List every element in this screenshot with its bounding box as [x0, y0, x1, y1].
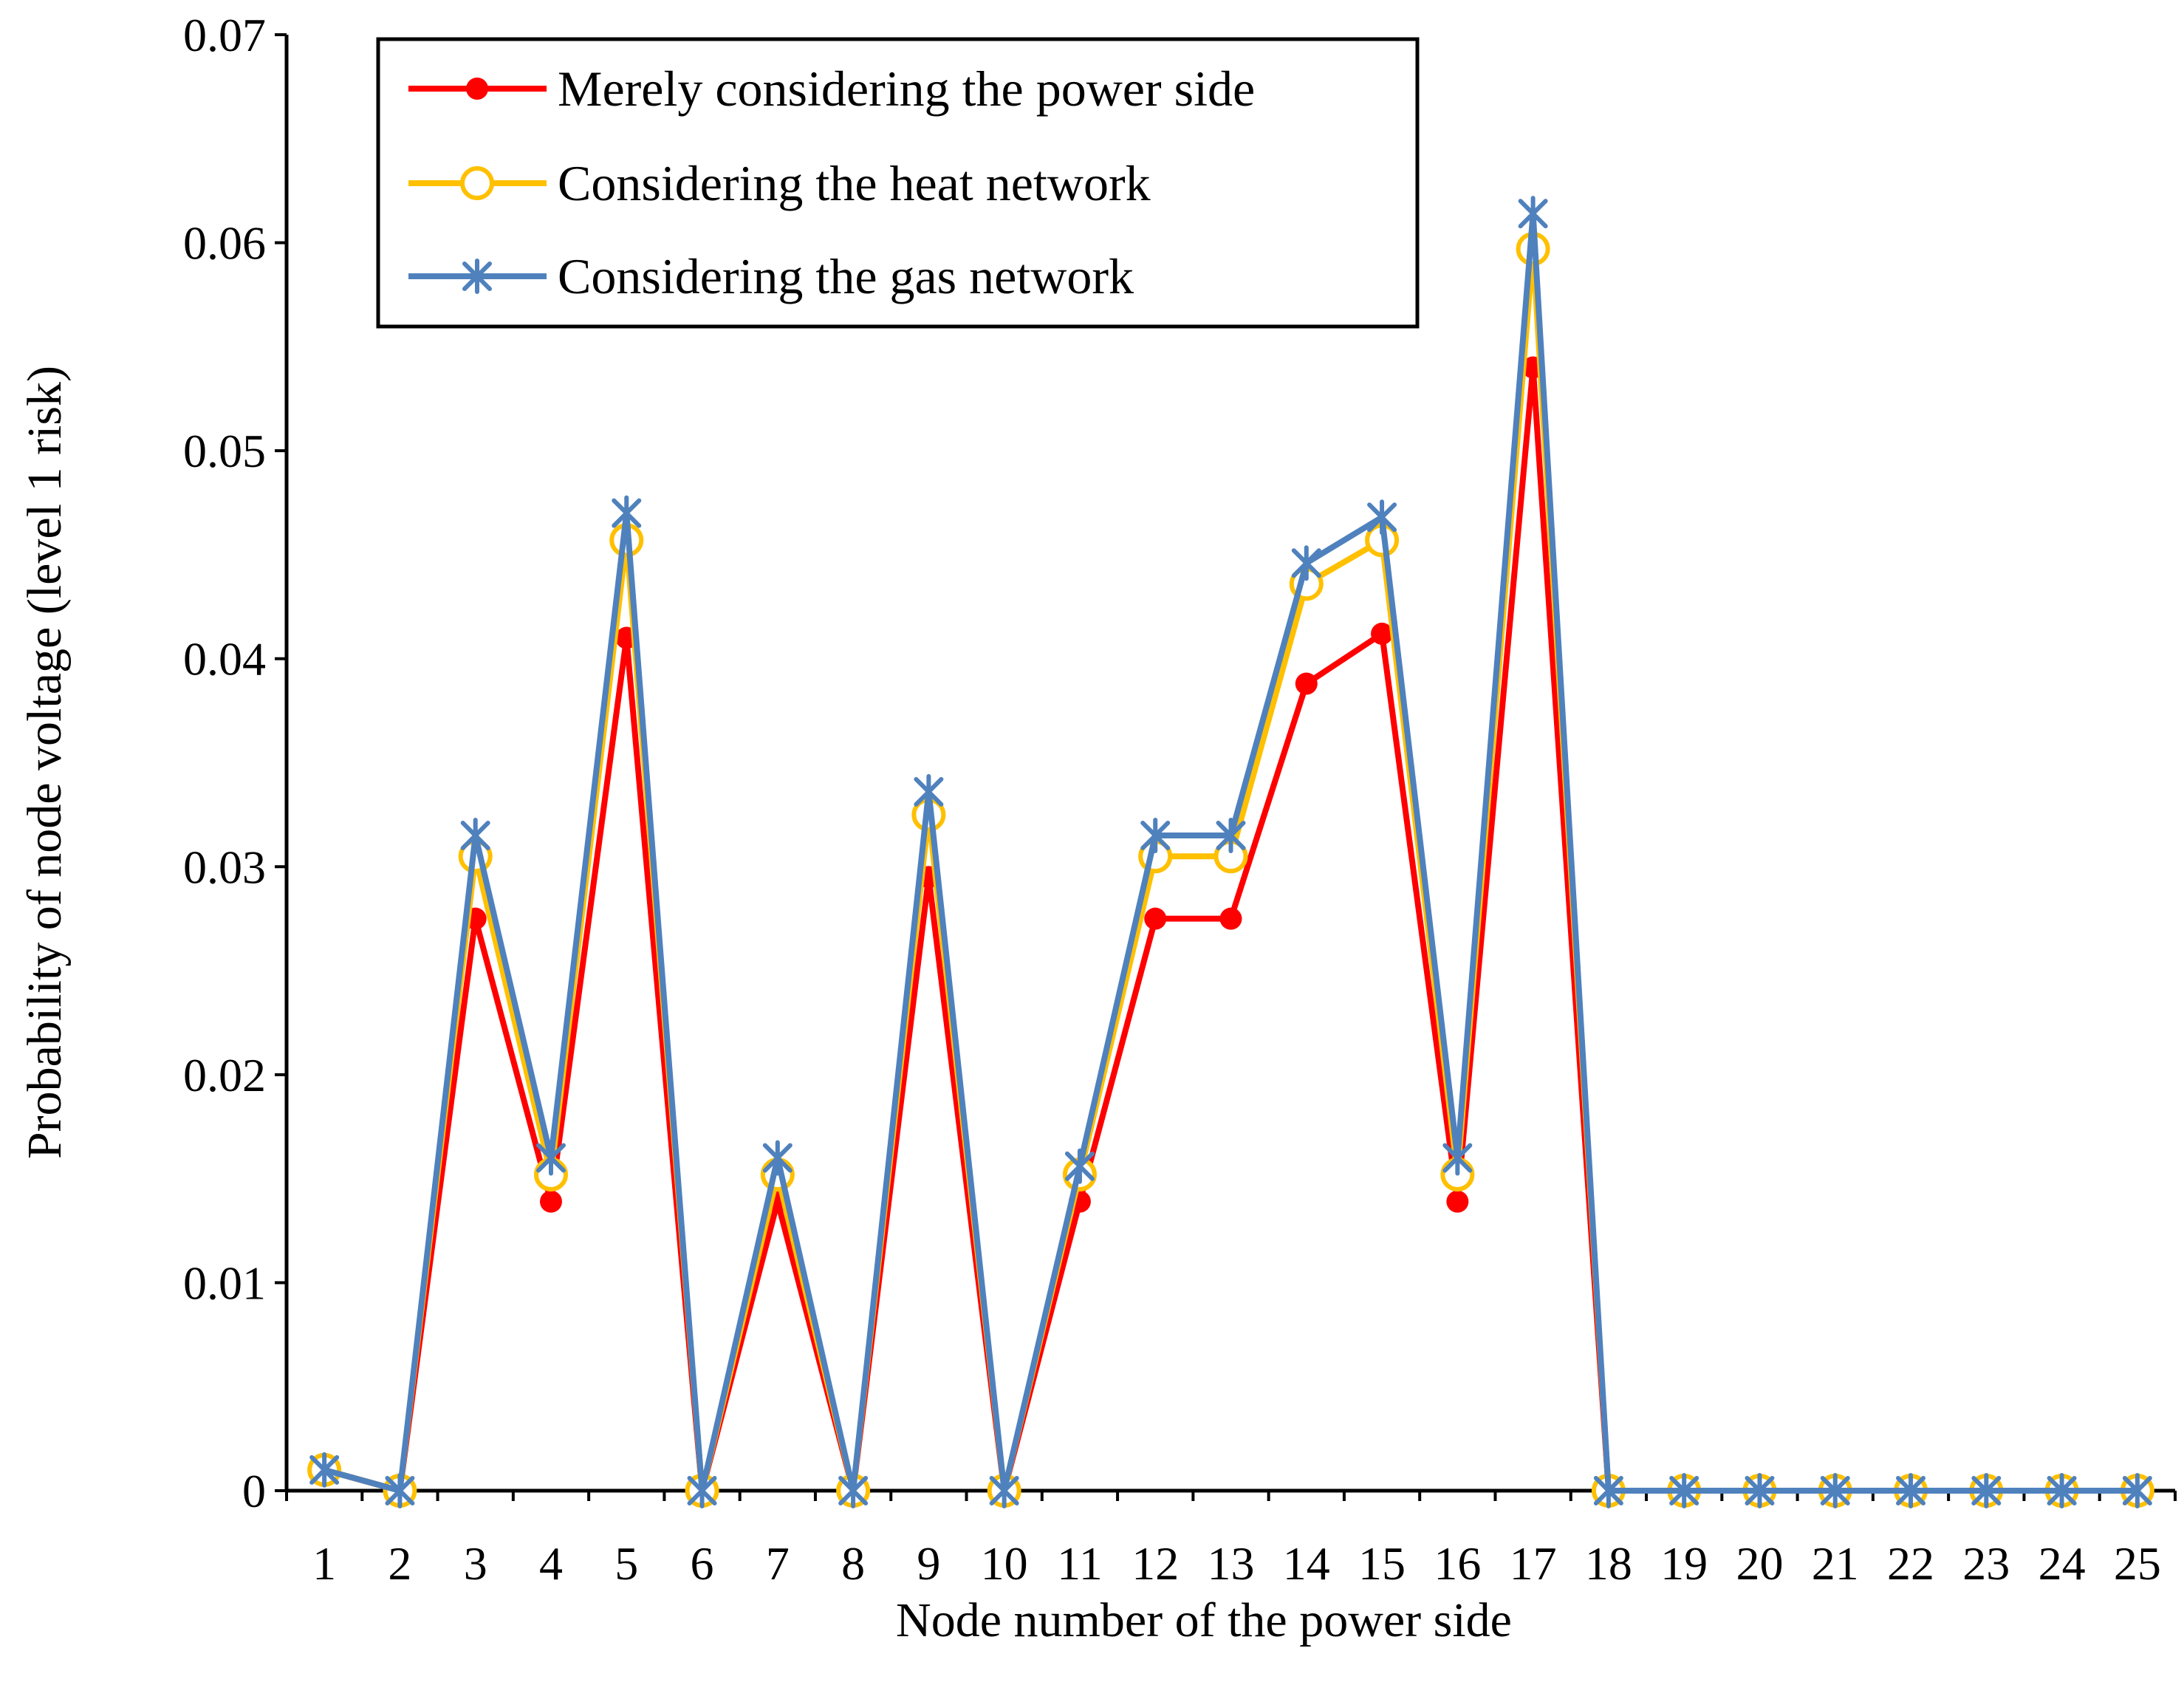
point-marker	[1291, 545, 1321, 581]
x-tick-label: 22	[1887, 1537, 1934, 1590]
y-tick-label: 0.03	[183, 841, 266, 893]
series-1	[313, 356, 2149, 1502]
x-tick-label: 25	[2114, 1537, 2161, 1590]
point-marker	[385, 1473, 415, 1508]
series-3	[309, 196, 2152, 1508]
legend-box	[376, 37, 1420, 329]
point-marker	[612, 495, 642, 531]
y-axis-title: Probability of node voltage (level 1 ris…	[18, 366, 72, 1159]
x-tick-label: 5	[615, 1537, 638, 1590]
point-marker	[1896, 1473, 1926, 1508]
point-marker	[460, 818, 490, 854]
point-marker	[1745, 1473, 1775, 1508]
y-tick-label: 0.01	[183, 1257, 266, 1309]
point-marker	[462, 259, 492, 294]
point-marker	[309, 1452, 340, 1488]
y-tick-label: 0.07	[183, 9, 266, 61]
legend: Merely considering the power side Conside…	[376, 37, 1420, 329]
x-tick-label: 2	[388, 1537, 411, 1590]
x-tick-label: 14	[1283, 1537, 1330, 1590]
point-marker	[1518, 196, 1548, 232]
legend-label: Considering the heat network	[558, 155, 1151, 211]
x-tick-label: 7	[766, 1537, 790, 1590]
point-marker	[2122, 1473, 2152, 1508]
point-marker	[1442, 1140, 1473, 1176]
point-marker	[762, 1140, 793, 1176]
plot-area	[307, 196, 2154, 1508]
y-tick-label: 0.04	[183, 633, 266, 686]
x-tick-label: 4	[539, 1537, 563, 1590]
point-marker	[1064, 1148, 1095, 1184]
point-marker	[539, 1190, 562, 1213]
x-tick-label: 24	[2038, 1537, 2086, 1590]
x-tick-label: 17	[1510, 1537, 1557, 1590]
point-marker	[460, 166, 494, 200]
x-tick-label: 3	[464, 1537, 487, 1590]
point-marker	[1295, 672, 1318, 695]
x-tick-label: 10	[981, 1537, 1028, 1590]
point-marker	[1669, 1473, 1699, 1508]
x-tick-label: 8	[841, 1537, 865, 1590]
x-tick-label: 21	[1812, 1537, 1859, 1590]
point-marker	[535, 1140, 566, 1176]
x-tick-label: 6	[691, 1537, 714, 1590]
x-tick-label: 12	[1132, 1537, 1179, 1590]
point-marker	[838, 1473, 869, 1508]
point-marker	[1593, 1473, 1623, 1508]
point-marker	[1446, 1190, 1469, 1213]
x-tick-label: 23	[1962, 1537, 2010, 1590]
point-marker	[466, 78, 488, 100]
x-tick-label: 20	[1736, 1537, 1783, 1590]
point-marker	[1971, 1473, 2002, 1508]
x-tick-label: 9	[917, 1537, 940, 1590]
point-marker	[1216, 818, 1246, 854]
point-marker	[1140, 818, 1171, 854]
point-marker	[989, 1473, 1019, 1508]
x-tick-label: 16	[1434, 1537, 1481, 1590]
legend-entry-2: Considering the heat network	[408, 155, 1151, 211]
legend-label: Considering the gas network	[558, 248, 1134, 304]
point-marker	[914, 773, 944, 810]
y-ticks: 0 0.01 0.02 0.03 0.04 0.05 0.06 0.07	[183, 9, 287, 1517]
point-marker	[687, 1473, 717, 1508]
x-tick-label: 18	[1585, 1537, 1632, 1590]
x-ticks: 1 2 3 4 5 6 7 8 9 10 11 12 13 14 15 16 17 18 19 20 21 22 23 24 2…	[285, 1491, 2177, 1590]
y-tick-label: 0	[242, 1465, 266, 1517]
y-tick-label: 0.05	[183, 425, 266, 477]
x-tick-label: 11	[1057, 1537, 1103, 1590]
x-tick-label: 13	[1208, 1537, 1255, 1590]
x-tick-label: 19	[1660, 1537, 1708, 1590]
point-marker	[1144, 907, 1167, 930]
x-tick-label: 15	[1358, 1537, 1406, 1590]
legend-entry-3: Considering the gas network	[408, 248, 1134, 304]
point-marker	[1367, 499, 1397, 536]
y-tick-label: 0.02	[183, 1049, 266, 1101]
point-marker	[1820, 1473, 1850, 1508]
legend-label: Merely considering the power side	[558, 61, 1255, 117]
x-tick-label: 1	[312, 1537, 336, 1590]
point-marker	[1219, 907, 1242, 930]
legend-entry-1: Merely considering the power side	[408, 61, 1255, 117]
point-marker	[1371, 622, 1394, 645]
y-tick-label: 0.06	[183, 217, 266, 270]
x-axis-title: Node number of the power side	[896, 1593, 1512, 1647]
point-marker	[2047, 1473, 2077, 1508]
